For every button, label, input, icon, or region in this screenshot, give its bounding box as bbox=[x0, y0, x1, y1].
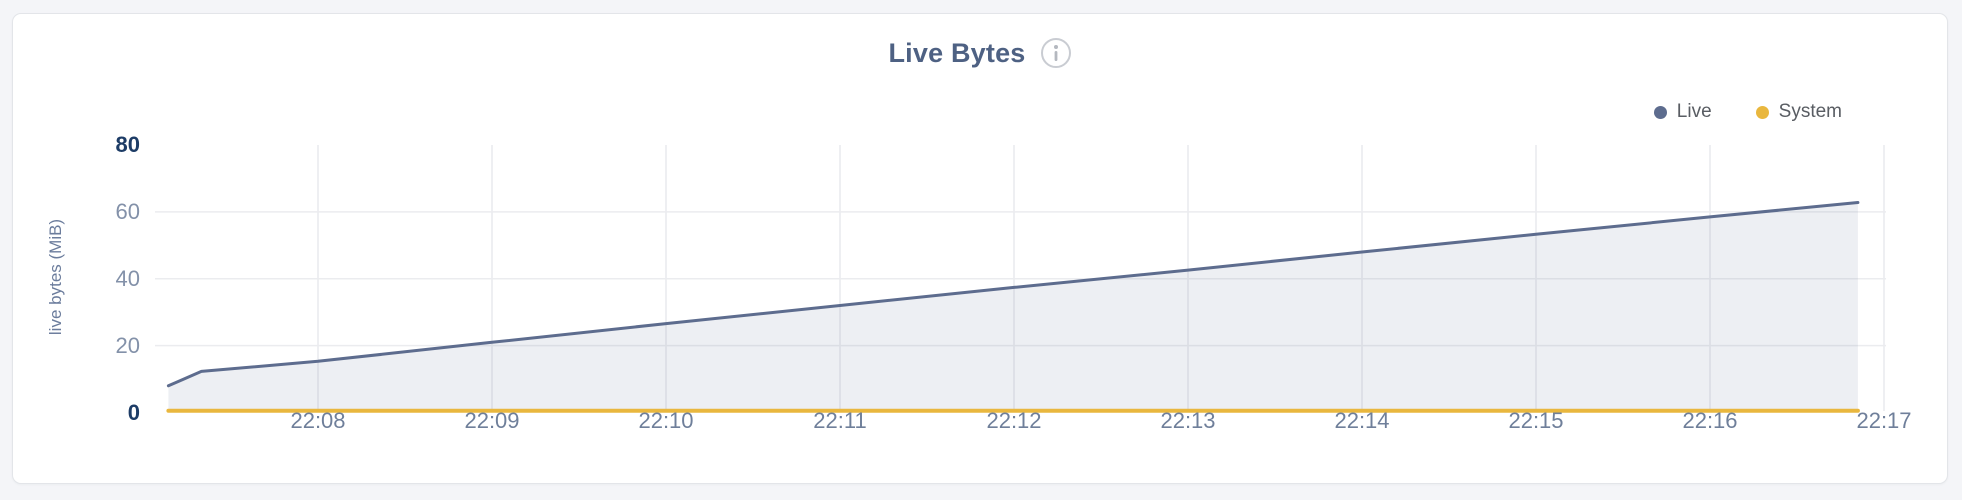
legend-label-system: System bbox=[1778, 101, 1842, 122]
info-icon[interactable] bbox=[1040, 37, 1072, 69]
legend-dot-live bbox=[1653, 105, 1667, 119]
legend-label-live: Live bbox=[1676, 101, 1712, 122]
legend-item-system[interactable]: System bbox=[1755, 101, 1842, 123]
chart-legend: Live System bbox=[1653, 101, 1842, 123]
chart-header: Live Bytes bbox=[13, 37, 1947, 69]
chart-card: Live Bytes Live System bbox=[12, 13, 1948, 484]
chart-title: Live Bytes bbox=[888, 37, 1026, 68]
legend-item-live[interactable]: Live bbox=[1653, 101, 1712, 123]
legend-dot-system bbox=[1755, 105, 1769, 119]
y-axis-title: live bytes (MiB) bbox=[46, 218, 65, 336]
